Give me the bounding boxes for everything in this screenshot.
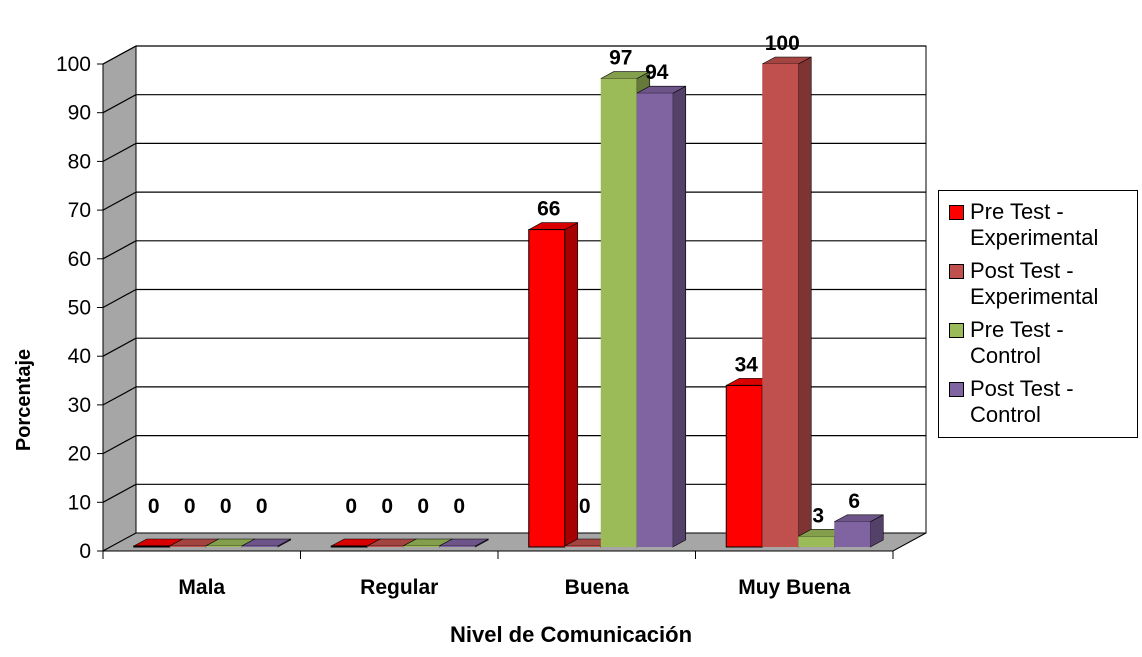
legend-label: Pre Test - Control	[970, 317, 1064, 368]
y-tick-label: 70	[68, 199, 91, 222]
legend-item: Pre Test - Control	[949, 317, 1137, 376]
y-axis-label: Porcentaje	[13, 349, 35, 451]
gridline-depth	[102, 288, 137, 309]
legend-swatch	[949, 264, 964, 279]
bar	[636, 85, 687, 548]
data-labels: 0 0 0 0 0 0 0 0 66 0 97 94 34 100 3 6	[148, 32, 860, 527]
y-tick-label: 10	[68, 491, 91, 514]
data-label: 6	[848, 490, 860, 513]
bar	[241, 538, 292, 548]
y-tick-label: 40	[68, 345, 91, 368]
y-tick-label: 20	[68, 443, 91, 466]
data-label: 0	[148, 495, 160, 518]
gridline-depth	[102, 240, 137, 260]
legend-label: Post Test - Control	[970, 376, 1074, 427]
x-category-label: Muy Buena	[738, 576, 850, 599]
bar	[528, 222, 579, 548]
bar	[762, 56, 812, 548]
data-label: 66	[537, 198, 560, 221]
bar	[439, 538, 489, 548]
data-label: 0	[381, 495, 393, 518]
data-label: 0	[220, 495, 232, 518]
gridline-depth	[102, 483, 137, 503]
y-tick-label: 50	[68, 297, 91, 320]
legend-label: Pre Test - Experimental	[970, 199, 1099, 250]
data-label: 3	[812, 504, 824, 527]
gridline-depth	[102, 94, 137, 114]
y-tick-label: 60	[68, 248, 91, 271]
x-category-label: Regular	[360, 576, 438, 599]
gridline-depth	[102, 386, 137, 406]
y-tick-label: 0	[79, 540, 91, 563]
data-label: 0	[417, 495, 429, 518]
data-label: 0	[256, 495, 268, 518]
legend-item: Post Test - Control	[949, 376, 1137, 435]
gridline-depth	[102, 45, 137, 65]
data-label: 0	[184, 495, 196, 518]
legend-swatch	[949, 382, 964, 397]
bar	[834, 514, 884, 548]
x-category-label: Mala	[178, 576, 225, 599]
gridline-depth	[102, 337, 137, 357]
legend-swatch	[949, 323, 964, 338]
data-label: 0	[453, 495, 465, 518]
gridline-depth	[102, 191, 137, 211]
y-axis-ticks: 0 10 20 30 40 50 60 70 80 90 100	[56, 53, 104, 563]
legend-swatch	[949, 205, 964, 220]
x-axis-categories: Mala Regular Buena Muy Buena	[102, 551, 894, 599]
chart-bars	[133, 56, 884, 548]
data-label: 100	[765, 32, 800, 55]
legend: Pre Test - Experimental Post Test - Expe…	[938, 190, 1138, 438]
x-category-label: Buena	[565, 576, 630, 599]
legend-label: Post Test - Experimental	[970, 258, 1099, 309]
data-label: 94	[645, 61, 669, 84]
data-label: 34	[735, 353, 759, 376]
data-label: 97	[609, 47, 632, 70]
gridline-depth	[102, 435, 137, 455]
data-label: 0	[345, 495, 357, 518]
y-tick-label: 100	[56, 53, 91, 76]
y-tick-label: 90	[68, 102, 91, 125]
y-tick-label: 80	[68, 150, 91, 173]
x-axis-label: Nivel de Comunicación	[449, 622, 693, 647]
gridline-depth	[102, 142, 137, 162]
y-tick-label: 30	[68, 394, 91, 417]
legend-item: Post Test - Experimental	[949, 258, 1137, 317]
legend-item: Pre Test - Experimental	[949, 199, 1137, 258]
data-label: 0	[579, 495, 591, 518]
